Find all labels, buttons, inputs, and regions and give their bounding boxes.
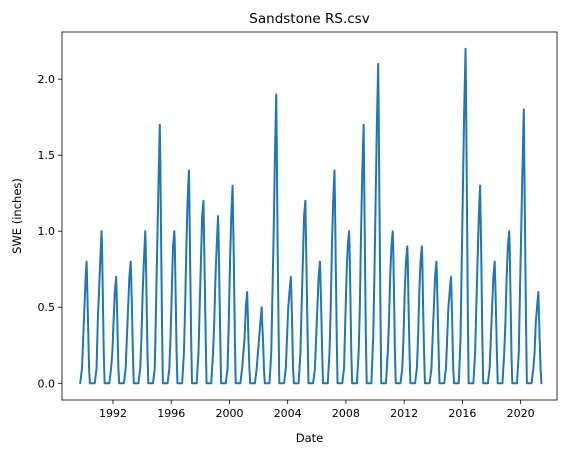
x-tick-label: 2000 bbox=[215, 407, 243, 420]
x-tick-label: 2016 bbox=[448, 407, 476, 420]
swe-series-line bbox=[79, 47, 543, 385]
x-axis: 1992 1996 2000 2004 2008 2012 2016 2020 bbox=[99, 400, 535, 420]
y-tick-label: 0.0 bbox=[38, 377, 56, 390]
y-axis: 0.0 0.5 1.0 1.5 2.0 bbox=[38, 73, 62, 390]
y-tick-label: 2.0 bbox=[38, 73, 56, 86]
y-axis-label: SWE (inches) bbox=[10, 178, 24, 254]
plot-area bbox=[79, 47, 543, 385]
x-axis-label: Date bbox=[296, 431, 324, 445]
plot-frame bbox=[61, 31, 558, 401]
x-tick-label: 1996 bbox=[157, 407, 185, 420]
x-tick-label: 1992 bbox=[99, 407, 127, 420]
y-tick-label: 0.5 bbox=[38, 301, 56, 314]
x-tick-label: 2004 bbox=[274, 407, 302, 420]
y-tick-label: 1.0 bbox=[38, 225, 56, 238]
chart-title: Sandstone RS.csv bbox=[249, 11, 369, 27]
x-tick-label: 2008 bbox=[332, 407, 360, 420]
x-tick-label: 2020 bbox=[507, 407, 535, 420]
x-tick-label: 2012 bbox=[390, 407, 418, 420]
y-tick-label: 1.5 bbox=[38, 149, 56, 162]
